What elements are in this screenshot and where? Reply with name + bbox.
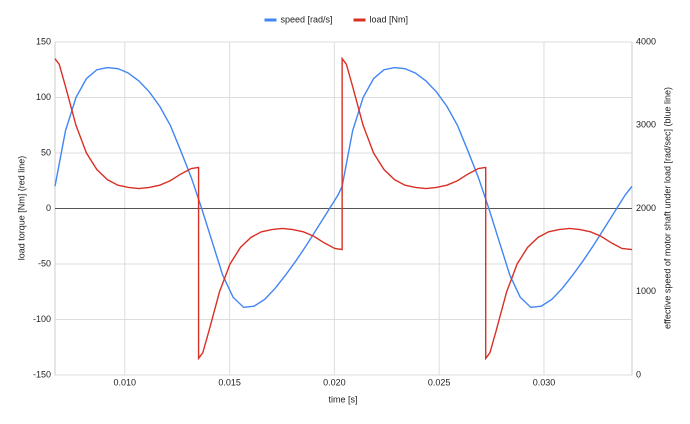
y-tick-label: -150 <box>33 369 51 379</box>
x-tick-label: 0.015 <box>218 377 241 387</box>
y2-tick-label: 3000 <box>636 120 656 130</box>
y-tick-label: -100 <box>33 314 51 324</box>
y2-tick-label: 0 <box>636 369 641 379</box>
x-tick-label: 0.020 <box>323 377 346 387</box>
y2-axis-title: effective speed of motor shaft under loa… <box>662 87 672 329</box>
y2-tick-label: 1000 <box>636 286 656 296</box>
y-tick-label: 100 <box>36 92 51 102</box>
y-axis-title: load torque [Nm] (red line) <box>16 156 26 261</box>
y2-tick-label: 4000 <box>636 36 656 46</box>
x-axis-title: time [s] <box>328 394 357 404</box>
x-tick-label: 0.010 <box>114 377 137 387</box>
legend-label: load [Nm] <box>370 14 409 24</box>
series-line <box>54 56 633 361</box>
y-tick-label: 50 <box>41 147 51 157</box>
y-tick-label: 0 <box>46 203 51 213</box>
y2-tick-label: 2000 <box>636 203 656 213</box>
y-tick-label: -50 <box>38 258 51 268</box>
x-tick-label: 0.030 <box>533 377 556 387</box>
legend-label: speed [rad/s] <box>281 14 333 24</box>
series-line <box>54 66 633 309</box>
y-tick-label: 150 <box>36 36 51 46</box>
x-tick-label: 0.025 <box>428 377 451 387</box>
